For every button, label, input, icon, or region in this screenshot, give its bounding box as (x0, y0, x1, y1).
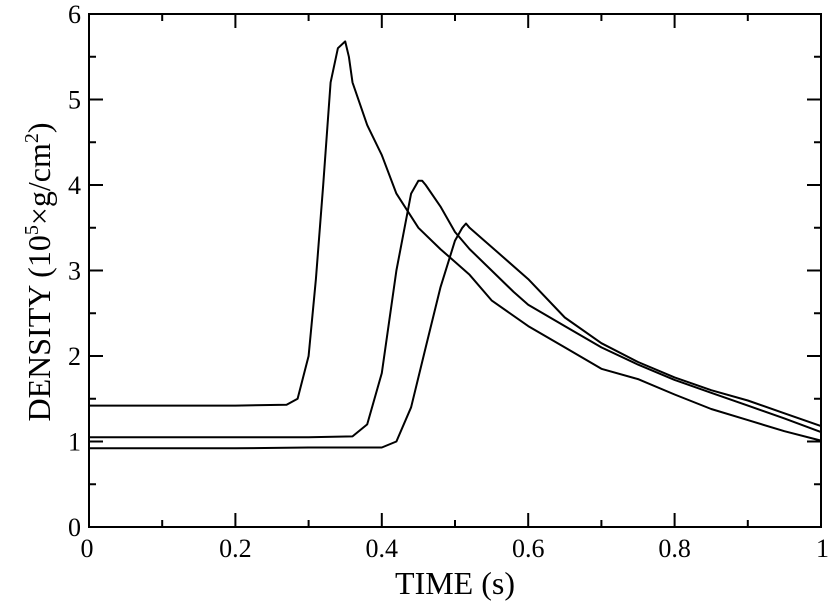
x-axis-label: TIME (s) (395, 565, 515, 601)
y-axis-label-end: ) (21, 122, 57, 133)
density-curve-2 (89, 179, 822, 439)
y-tick-label: 6 (68, 0, 81, 29)
axis-ticks (88, 13, 822, 528)
density-curve-1 (89, 40, 822, 442)
x-tick-label: 0.6 (512, 534, 545, 563)
y-axis-label: DENSITY (105×g/cm2) (21, 122, 57, 421)
x-tick-label: 0.8 (658, 534, 691, 563)
y-axis-label-mid: ×g/cm (21, 143, 57, 225)
density-curve-3 (89, 222, 822, 450)
y-tick-label: 2 (68, 342, 81, 371)
plot-frame (88, 13, 822, 528)
y-tick-label: 0 (68, 513, 81, 542)
x-tick-label: 0.4 (366, 534, 399, 563)
y-tick-label: 4 (68, 171, 81, 200)
series-curves (89, 40, 822, 450)
y-tick-label: 3 (68, 257, 81, 286)
x-tick-label: 0 (81, 534, 94, 563)
tick-labels: 0 0.2 0.4 0.6 0.8 1 0 1 2 3 4 5 6 (68, 0, 829, 563)
y-tick-label: 5 (68, 86, 81, 115)
y-axis-label-main: DENSITY (10 (21, 235, 57, 421)
y-tick-label: 1 (68, 428, 81, 457)
y-axis-label-exp: 5 (21, 225, 43, 235)
y-axis-label-exp2: 2 (21, 133, 43, 143)
x-tick-label: 1 (816, 534, 829, 563)
x-tick-label: 0.2 (219, 534, 252, 563)
